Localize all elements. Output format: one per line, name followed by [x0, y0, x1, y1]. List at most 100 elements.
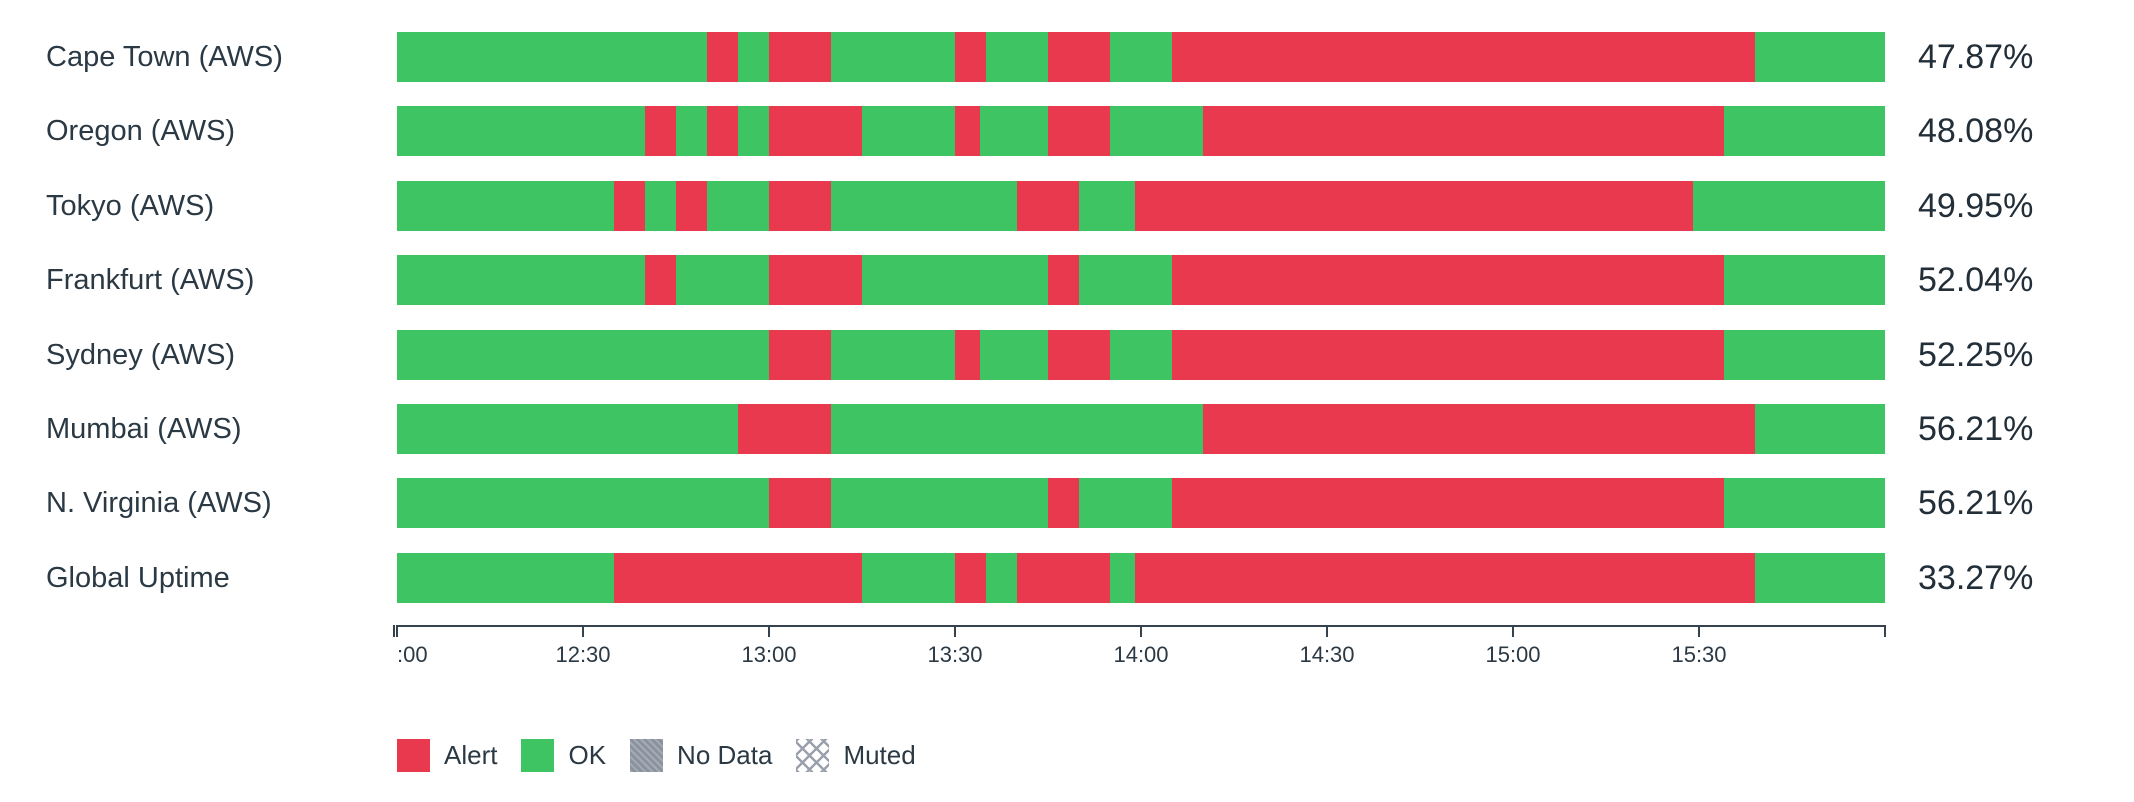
status-bar[interactable]: [397, 478, 1885, 528]
status-segment-alert[interactable]: [769, 181, 831, 231]
axis-start-cap: [393, 625, 395, 637]
status-segment-ok[interactable]: [979, 106, 1048, 156]
status-segment-alert[interactable]: [707, 106, 738, 156]
status-segment-ok[interactable]: [1110, 553, 1135, 603]
status-segment-ok[interactable]: [831, 181, 1017, 231]
status-segment-ok[interactable]: [738, 32, 769, 82]
status-segment-ok[interactable]: [397, 106, 645, 156]
status-segment-alert[interactable]: [955, 106, 980, 156]
status-segment-ok[interactable]: [831, 32, 955, 82]
axis-tick: [768, 625, 770, 637]
status-segment-ok[interactable]: [676, 255, 769, 305]
status-segment-ok[interactable]: [645, 181, 676, 231]
status-segment-alert[interactable]: [1172, 478, 1724, 528]
status-bar[interactable]: [397, 330, 1885, 380]
row-label: Sydney (AWS): [46, 338, 236, 371]
status-segment-ok[interactable]: [862, 106, 955, 156]
status-segment-ok[interactable]: [707, 181, 769, 231]
status-segment-ok[interactable]: [738, 106, 769, 156]
status-segment-ok[interactable]: [831, 478, 1048, 528]
status-segment-ok[interactable]: [1754, 404, 1885, 454]
status-bar[interactable]: [397, 181, 1885, 231]
status-segment-alert[interactable]: [1047, 330, 1110, 380]
status-segment-alert[interactable]: [955, 330, 980, 380]
status-segment-ok[interactable]: [831, 404, 1203, 454]
status-segment-alert[interactable]: [1202, 106, 1724, 156]
status-segment-alert[interactable]: [1048, 255, 1079, 305]
status-segment-ok[interactable]: [1723, 330, 1885, 380]
axis-tick: [1140, 625, 1142, 637]
status-segment-ok[interactable]: [397, 32, 707, 82]
status-segment-ok[interactable]: [1110, 32, 1172, 82]
legend-item-alert[interactable]: Alert: [397, 739, 497, 772]
status-segment-alert[interactable]: [676, 181, 707, 231]
status-segment-ok[interactable]: [676, 106, 707, 156]
status-segment-alert[interactable]: [1047, 106, 1110, 156]
legend-swatch-muted: [796, 739, 830, 772]
status-segment-alert[interactable]: [1017, 181, 1079, 231]
status-segment-ok[interactable]: [1723, 478, 1885, 528]
status-segment-alert[interactable]: [1048, 478, 1079, 528]
status-bar[interactable]: [397, 553, 1885, 603]
status-segment-ok[interactable]: [979, 330, 1048, 380]
status-segment-alert[interactable]: [1171, 330, 1724, 380]
status-segment-ok[interactable]: [1109, 330, 1172, 380]
status-segment-ok[interactable]: [397, 181, 614, 231]
status-segment-alert[interactable]: [769, 330, 831, 380]
status-bar[interactable]: [397, 32, 1885, 82]
status-segment-ok[interactable]: [1079, 181, 1135, 231]
status-segment-ok[interactable]: [1079, 255, 1172, 305]
status-segment-alert[interactable]: [769, 106, 862, 156]
status-segment-ok[interactable]: [986, 553, 1017, 603]
status-segment-ok[interactable]: [862, 553, 955, 603]
axis-tick-label: 15:00: [1485, 642, 1541, 667]
status-segment-alert[interactable]: [769, 32, 831, 82]
status-segment-alert[interactable]: [1048, 32, 1110, 82]
status-segment-ok[interactable]: [831, 330, 955, 380]
uptime-percent: 52.04%: [1918, 260, 2034, 299]
status-segment-ok[interactable]: [1692, 181, 1885, 231]
row-label: N. Virginia (AWS): [46, 486, 272, 519]
status-segment-ok[interactable]: [397, 478, 769, 528]
legend-swatch-no_data: [630, 739, 664, 772]
status-segment-ok[interactable]: [1723, 106, 1885, 156]
uptime-percent: 48.08%: [1918, 111, 2034, 150]
legend-label: Alert: [444, 740, 498, 770]
legend: Alert OK No Data Muted: [397, 739, 916, 772]
status-bar[interactable]: [397, 404, 1885, 454]
status-segment-ok[interactable]: [1079, 478, 1172, 528]
status-bar[interactable]: [397, 255, 1885, 305]
status-segment-alert[interactable]: [614, 181, 645, 231]
status-segment-alert[interactable]: [707, 32, 738, 82]
status-segment-alert[interactable]: [738, 404, 831, 454]
status-segment-alert[interactable]: [1203, 404, 1755, 454]
status-segment-ok[interactable]: [1754, 32, 1885, 82]
status-segment-alert[interactable]: [1017, 553, 1110, 603]
legend-item-ok[interactable]: OK: [521, 739, 606, 772]
status-segment-alert[interactable]: [1172, 255, 1724, 305]
status-segment-ok[interactable]: [397, 553, 614, 603]
status-row: N. Virginia (AWS) 56.21%: [0, 478, 2134, 528]
legend-swatch-alert: [397, 739, 430, 772]
status-segment-alert[interactable]: [769, 255, 862, 305]
legend-item-muted[interactable]: Muted: [796, 739, 916, 772]
status-segment-alert[interactable]: [645, 255, 676, 305]
status-segment-ok[interactable]: [1109, 106, 1203, 156]
legend-item-no_data[interactable]: No Data: [630, 739, 772, 772]
status-segment-alert[interactable]: [614, 553, 862, 603]
status-segment-ok[interactable]: [1723, 255, 1885, 305]
status-segment-alert[interactable]: [1134, 553, 1755, 603]
status-segment-alert[interactable]: [769, 478, 831, 528]
status-segment-alert[interactable]: [955, 32, 986, 82]
status-segment-ok[interactable]: [397, 404, 738, 454]
status-segment-ok[interactable]: [862, 255, 1048, 305]
status-segment-ok[interactable]: [397, 330, 769, 380]
status-segment-ok[interactable]: [986, 32, 1048, 82]
status-segment-ok[interactable]: [397, 255, 645, 305]
status-bar[interactable]: [397, 106, 1885, 156]
status-segment-ok[interactable]: [1754, 553, 1885, 603]
status-segment-alert[interactable]: [645, 106, 676, 156]
status-segment-alert[interactable]: [1172, 32, 1755, 82]
status-segment-alert[interactable]: [1134, 181, 1693, 231]
status-segment-alert[interactable]: [955, 553, 986, 603]
